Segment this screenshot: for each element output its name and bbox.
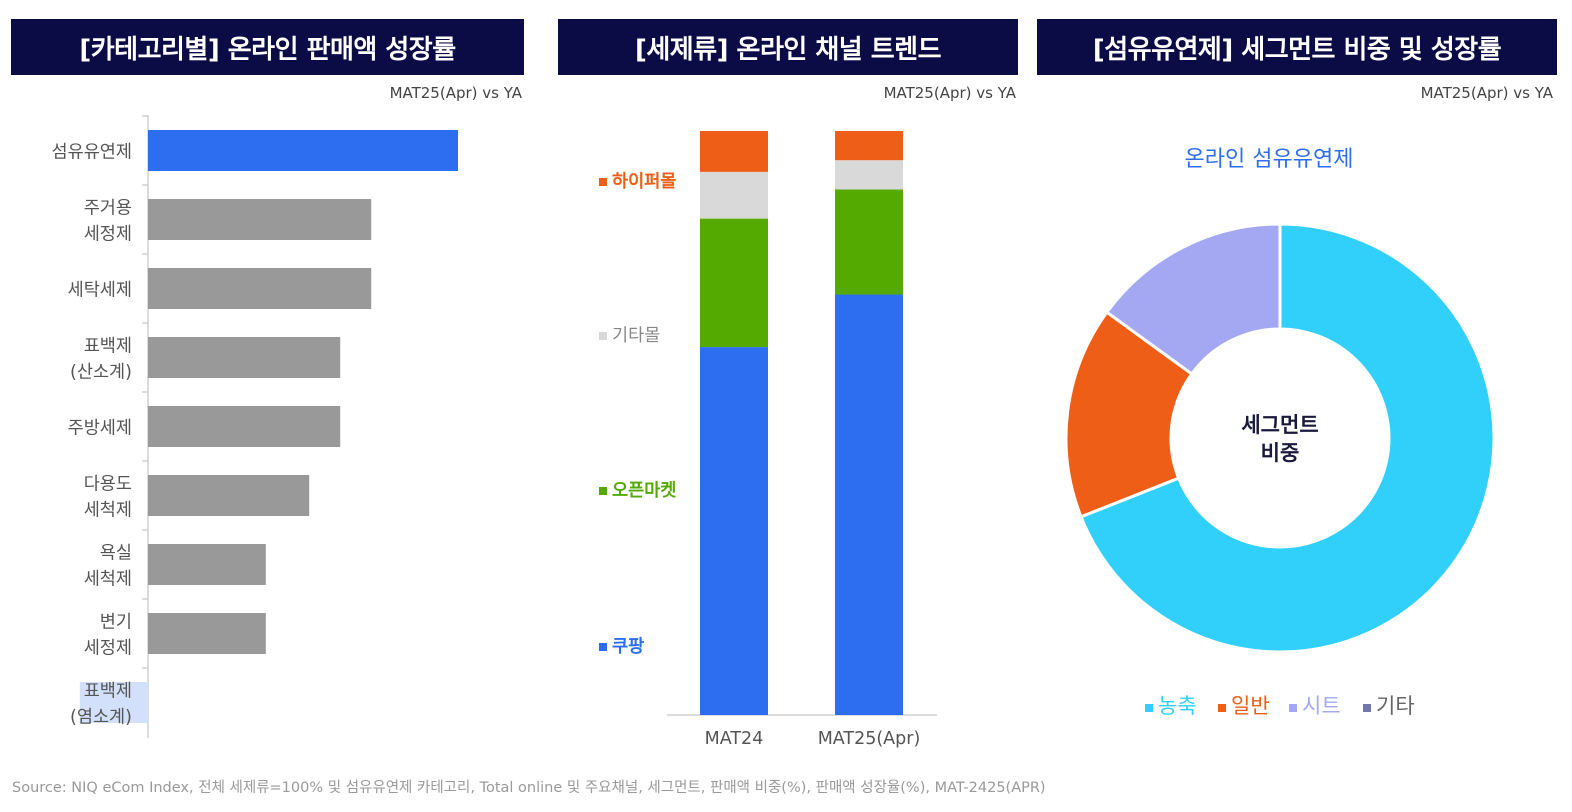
bar-7 xyxy=(148,613,266,654)
category-label: 세탁세제 xyxy=(68,281,132,301)
legend-swatch-기타 xyxy=(1363,704,1371,712)
category-label: 변기 xyxy=(100,613,132,633)
category-label: 주방세제 xyxy=(68,419,132,439)
bar-4 xyxy=(148,406,341,447)
bar-1 xyxy=(148,199,372,240)
category-label: 섬유유연제 xyxy=(52,143,133,163)
channel-trend-chart: MAT24 MAT25(Apr) 쿠팡 오픈마켓 기타몰 하이퍼몰 xyxy=(599,131,937,749)
legend-swatch-하이퍼몰 xyxy=(599,178,607,186)
legend-swatch-일반 xyxy=(1218,704,1226,712)
stack-segment-쿠팡 xyxy=(700,347,768,715)
legend-swatch-쿠팡 xyxy=(599,643,607,651)
legend-label: 일반 xyxy=(1231,694,1270,718)
legend-swatch-기타몰 xyxy=(599,332,607,340)
category-growth-chart: 섬유유연제주거용세정제세탁세제표백제(산소계)주방세제다용도세척제욕실세척제변기… xyxy=(52,115,458,738)
left-chart-subtitle: MAT25(Apr) vs YA xyxy=(389,84,522,102)
category-label: 세척제 xyxy=(84,501,132,521)
x-tick-label: MAT25(Apr) xyxy=(818,729,921,749)
legend-label: 하이퍼몰 xyxy=(612,171,676,192)
right-chart-subtitle: MAT25(Apr) vs YA xyxy=(1420,84,1553,102)
bar-0 xyxy=(148,130,458,171)
donut-center-label: 세그먼트 xyxy=(1241,413,1318,437)
stack-segment-기타몰 xyxy=(835,160,903,190)
donut-slice-시트 xyxy=(1104,222,1282,377)
donut-center-label: 비중 xyxy=(1261,441,1300,465)
legend-label: 오픈마켓 xyxy=(612,481,676,501)
category-label: 세척제 xyxy=(84,570,132,590)
bar-3 xyxy=(148,337,341,378)
stack-segment-하이퍼몰 xyxy=(835,131,903,161)
category-label: 다용도 xyxy=(84,475,132,495)
donut-slice-일반 xyxy=(1064,310,1194,519)
stack-segment-하이퍼몰 xyxy=(700,131,768,172)
category-label: 세정제 xyxy=(84,639,132,659)
category-label: (염소계) xyxy=(70,708,132,728)
middle-chart-subtitle: MAT25(Apr) vs YA xyxy=(883,84,1016,102)
header-middle: [세제류] 온라인 채널 트렌드 xyxy=(558,19,1018,75)
header-right: [섬유유연제] 세그먼트 비중 및 성장률 xyxy=(1037,19,1557,75)
category-label: 표백제 xyxy=(84,682,132,702)
stack-segment-오픈마켓 xyxy=(700,218,768,348)
header-left: [카테고리별] 온라인 판매액 성장률 xyxy=(11,19,524,75)
bar-5 xyxy=(148,475,310,516)
donut-chart-title: 온라인 섬유유연제 xyxy=(1185,147,1354,172)
x-tick-label: MAT24 xyxy=(705,729,764,749)
bar-8 xyxy=(79,682,148,723)
legend-label: 쿠팡 xyxy=(612,637,644,657)
stack-segment-쿠팡 xyxy=(835,294,903,715)
legend-swatch-농축 xyxy=(1145,704,1153,712)
bar-6 xyxy=(148,544,266,585)
category-label: (산소계) xyxy=(70,363,132,383)
legend-label: 농축 xyxy=(1158,694,1197,718)
stack-segment-기타몰 xyxy=(700,171,768,219)
category-label: 표백제 xyxy=(84,337,132,357)
middle-chart-title: [세제류] 온라인 채널 트렌드 xyxy=(634,34,942,65)
stack-segment-오픈마켓 xyxy=(835,189,903,295)
legend-label: 기타몰 xyxy=(612,326,660,346)
source-note: Source: NIQ eCom Index, 전체 세제류=100% 및 섬유… xyxy=(12,780,1046,796)
category-label: 세정제 xyxy=(84,225,132,245)
category-label: 주거용 xyxy=(84,199,132,219)
category-label: 욕실 xyxy=(100,544,132,564)
legend-label: 기타 xyxy=(1376,694,1415,718)
left-chart-title: [카테고리별] 온라인 판매액 성장률 xyxy=(79,34,456,65)
bar-2 xyxy=(148,268,372,309)
donut-slice-농축 xyxy=(1079,222,1496,654)
legend-swatch-오픈마켓 xyxy=(599,487,607,495)
right-chart-title: [섬유유연제] 세그먼트 비중 및 성장률 xyxy=(1092,34,1502,65)
legend-swatch-시트 xyxy=(1289,704,1297,712)
legend-label: 시트 xyxy=(1302,694,1341,718)
